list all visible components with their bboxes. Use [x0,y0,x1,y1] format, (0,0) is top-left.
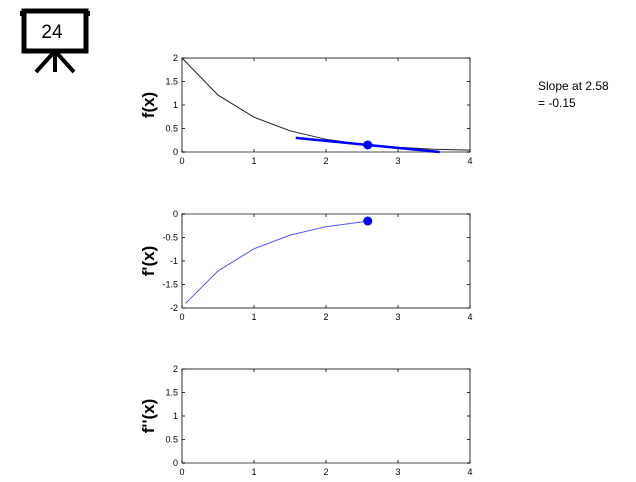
x-tick-label: 4 [467,312,472,322]
y-tick-label: -2 [170,303,178,313]
slope-annotation-line1: Slope at 2.58 [538,79,609,93]
y-tick-label: -1 [170,256,178,266]
y-tick-label: 0 [173,458,178,468]
axes-frame [181,213,471,309]
x-tick-label: 0 [179,312,184,322]
x-tick-label: 0 [179,156,184,166]
subplot-3: 0 1 2 3 4 0 0.5 1 1.5 2 f''(x) [139,364,473,477]
slide-number: 24 [41,22,63,43]
y-tick-label: 0 [173,209,178,219]
subplot-2: 0 1 2 3 4 0 -0.5 -1 -1.5 -2 f'(x) [139,209,473,322]
y-tick-label: 1.5 [165,77,178,87]
y-axis-label: f(x) [139,92,158,118]
y-axis-label: f'(x) [139,246,158,276]
y-tick-label: 2 [173,364,178,374]
y-tick-label: 2 [173,53,178,63]
x-tick-label: 2 [323,312,328,322]
x-tick-label: 2 [323,467,328,477]
y-tick-label: 1 [173,100,178,110]
x-tick-label: 4 [467,156,472,166]
y-tick-label: 0.5 [165,124,178,134]
axes-frame [181,368,471,464]
series-line [185,220,368,304]
x-tick-label: 1 [251,312,256,322]
y-tick-label: 1.5 [165,388,178,398]
current-point-marker [363,140,373,150]
series-line [181,57,471,151]
y-tick-label: 0.5 [165,435,178,445]
y-axis-label: f''(x) [139,399,158,434]
y-tick-label: 0 [173,147,178,157]
x-tick-label: 3 [395,312,400,322]
x-tick-label: 3 [395,467,400,477]
subplot-1: 0 1 2 3 4 0 0.5 1 1.5 2 f(x) [139,53,473,166]
slope-annotation: Slope at 2.58 = -0.15 [538,78,609,112]
x-tick-label: 1 [251,156,256,166]
x-tick-label: 4 [467,467,472,477]
x-tick-label: 0 [179,467,184,477]
current-point-marker [363,216,373,226]
x-tick-label: 1 [251,467,256,477]
x-tick-label: 3 [395,156,400,166]
y-tick-label: -1.5 [162,280,178,290]
x-tick-label: 2 [323,156,328,166]
y-tick-label: 1 [173,411,178,421]
axes-frame [181,57,471,153]
presentation-board-icon [18,6,92,76]
y-tick-label: -0.5 [162,233,178,243]
slope-annotation-line2: = -0.15 [538,96,576,110]
